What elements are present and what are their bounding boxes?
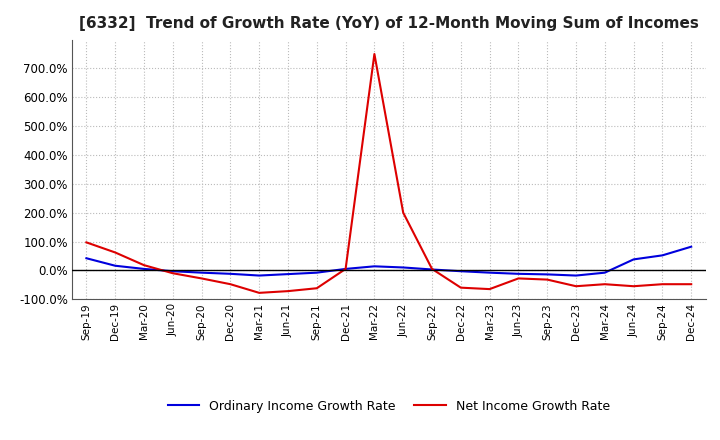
Net Income Growth Rate	[255, 290, 264, 296]
Ordinary Income Growth Rate	[629, 257, 638, 262]
Net Income Growth Rate	[428, 266, 436, 271]
Legend: Ordinary Income Growth Rate, Net Income Growth Rate: Ordinary Income Growth Rate, Net Income …	[163, 395, 615, 418]
Line: Ordinary Income Growth Rate: Ordinary Income Growth Rate	[86, 247, 691, 275]
Net Income Growth Rate	[687, 282, 696, 287]
Title: [6332]  Trend of Growth Rate (YoY) of 12-Month Moving Sum of Incomes: [6332] Trend of Growth Rate (YoY) of 12-…	[79, 16, 698, 32]
Ordinary Income Growth Rate	[428, 267, 436, 272]
Ordinary Income Growth Rate	[312, 270, 321, 275]
Net Income Growth Rate	[629, 284, 638, 289]
Net Income Growth Rate	[197, 276, 206, 281]
Net Income Growth Rate	[658, 282, 667, 287]
Net Income Growth Rate	[543, 277, 552, 282]
Net Income Growth Rate	[485, 286, 494, 292]
Net Income Growth Rate	[111, 250, 120, 255]
Net Income Growth Rate	[140, 263, 148, 268]
Net Income Growth Rate	[572, 284, 580, 289]
Ordinary Income Growth Rate	[687, 244, 696, 249]
Net Income Growth Rate	[226, 282, 235, 287]
Net Income Growth Rate	[370, 51, 379, 57]
Ordinary Income Growth Rate	[168, 268, 177, 274]
Ordinary Income Growth Rate	[456, 268, 465, 274]
Net Income Growth Rate	[600, 282, 609, 287]
Net Income Growth Rate	[514, 276, 523, 281]
Net Income Growth Rate	[341, 266, 350, 271]
Net Income Growth Rate	[456, 285, 465, 290]
Ordinary Income Growth Rate	[284, 271, 292, 277]
Net Income Growth Rate	[284, 289, 292, 294]
Ordinary Income Growth Rate	[226, 271, 235, 276]
Ordinary Income Growth Rate	[341, 266, 350, 271]
Net Income Growth Rate	[82, 240, 91, 245]
Ordinary Income Growth Rate	[600, 270, 609, 275]
Ordinary Income Growth Rate	[197, 270, 206, 275]
Ordinary Income Growth Rate	[82, 256, 91, 261]
Ordinary Income Growth Rate	[111, 263, 120, 268]
Ordinary Income Growth Rate	[485, 270, 494, 275]
Net Income Growth Rate	[312, 286, 321, 291]
Ordinary Income Growth Rate	[399, 265, 408, 270]
Ordinary Income Growth Rate	[255, 273, 264, 278]
Line: Net Income Growth Rate: Net Income Growth Rate	[86, 54, 691, 293]
Ordinary Income Growth Rate	[658, 253, 667, 258]
Ordinary Income Growth Rate	[572, 273, 580, 278]
Ordinary Income Growth Rate	[140, 266, 148, 271]
Ordinary Income Growth Rate	[543, 272, 552, 277]
Ordinary Income Growth Rate	[370, 264, 379, 269]
Net Income Growth Rate	[399, 210, 408, 215]
Net Income Growth Rate	[168, 271, 177, 276]
Ordinary Income Growth Rate	[514, 271, 523, 276]
